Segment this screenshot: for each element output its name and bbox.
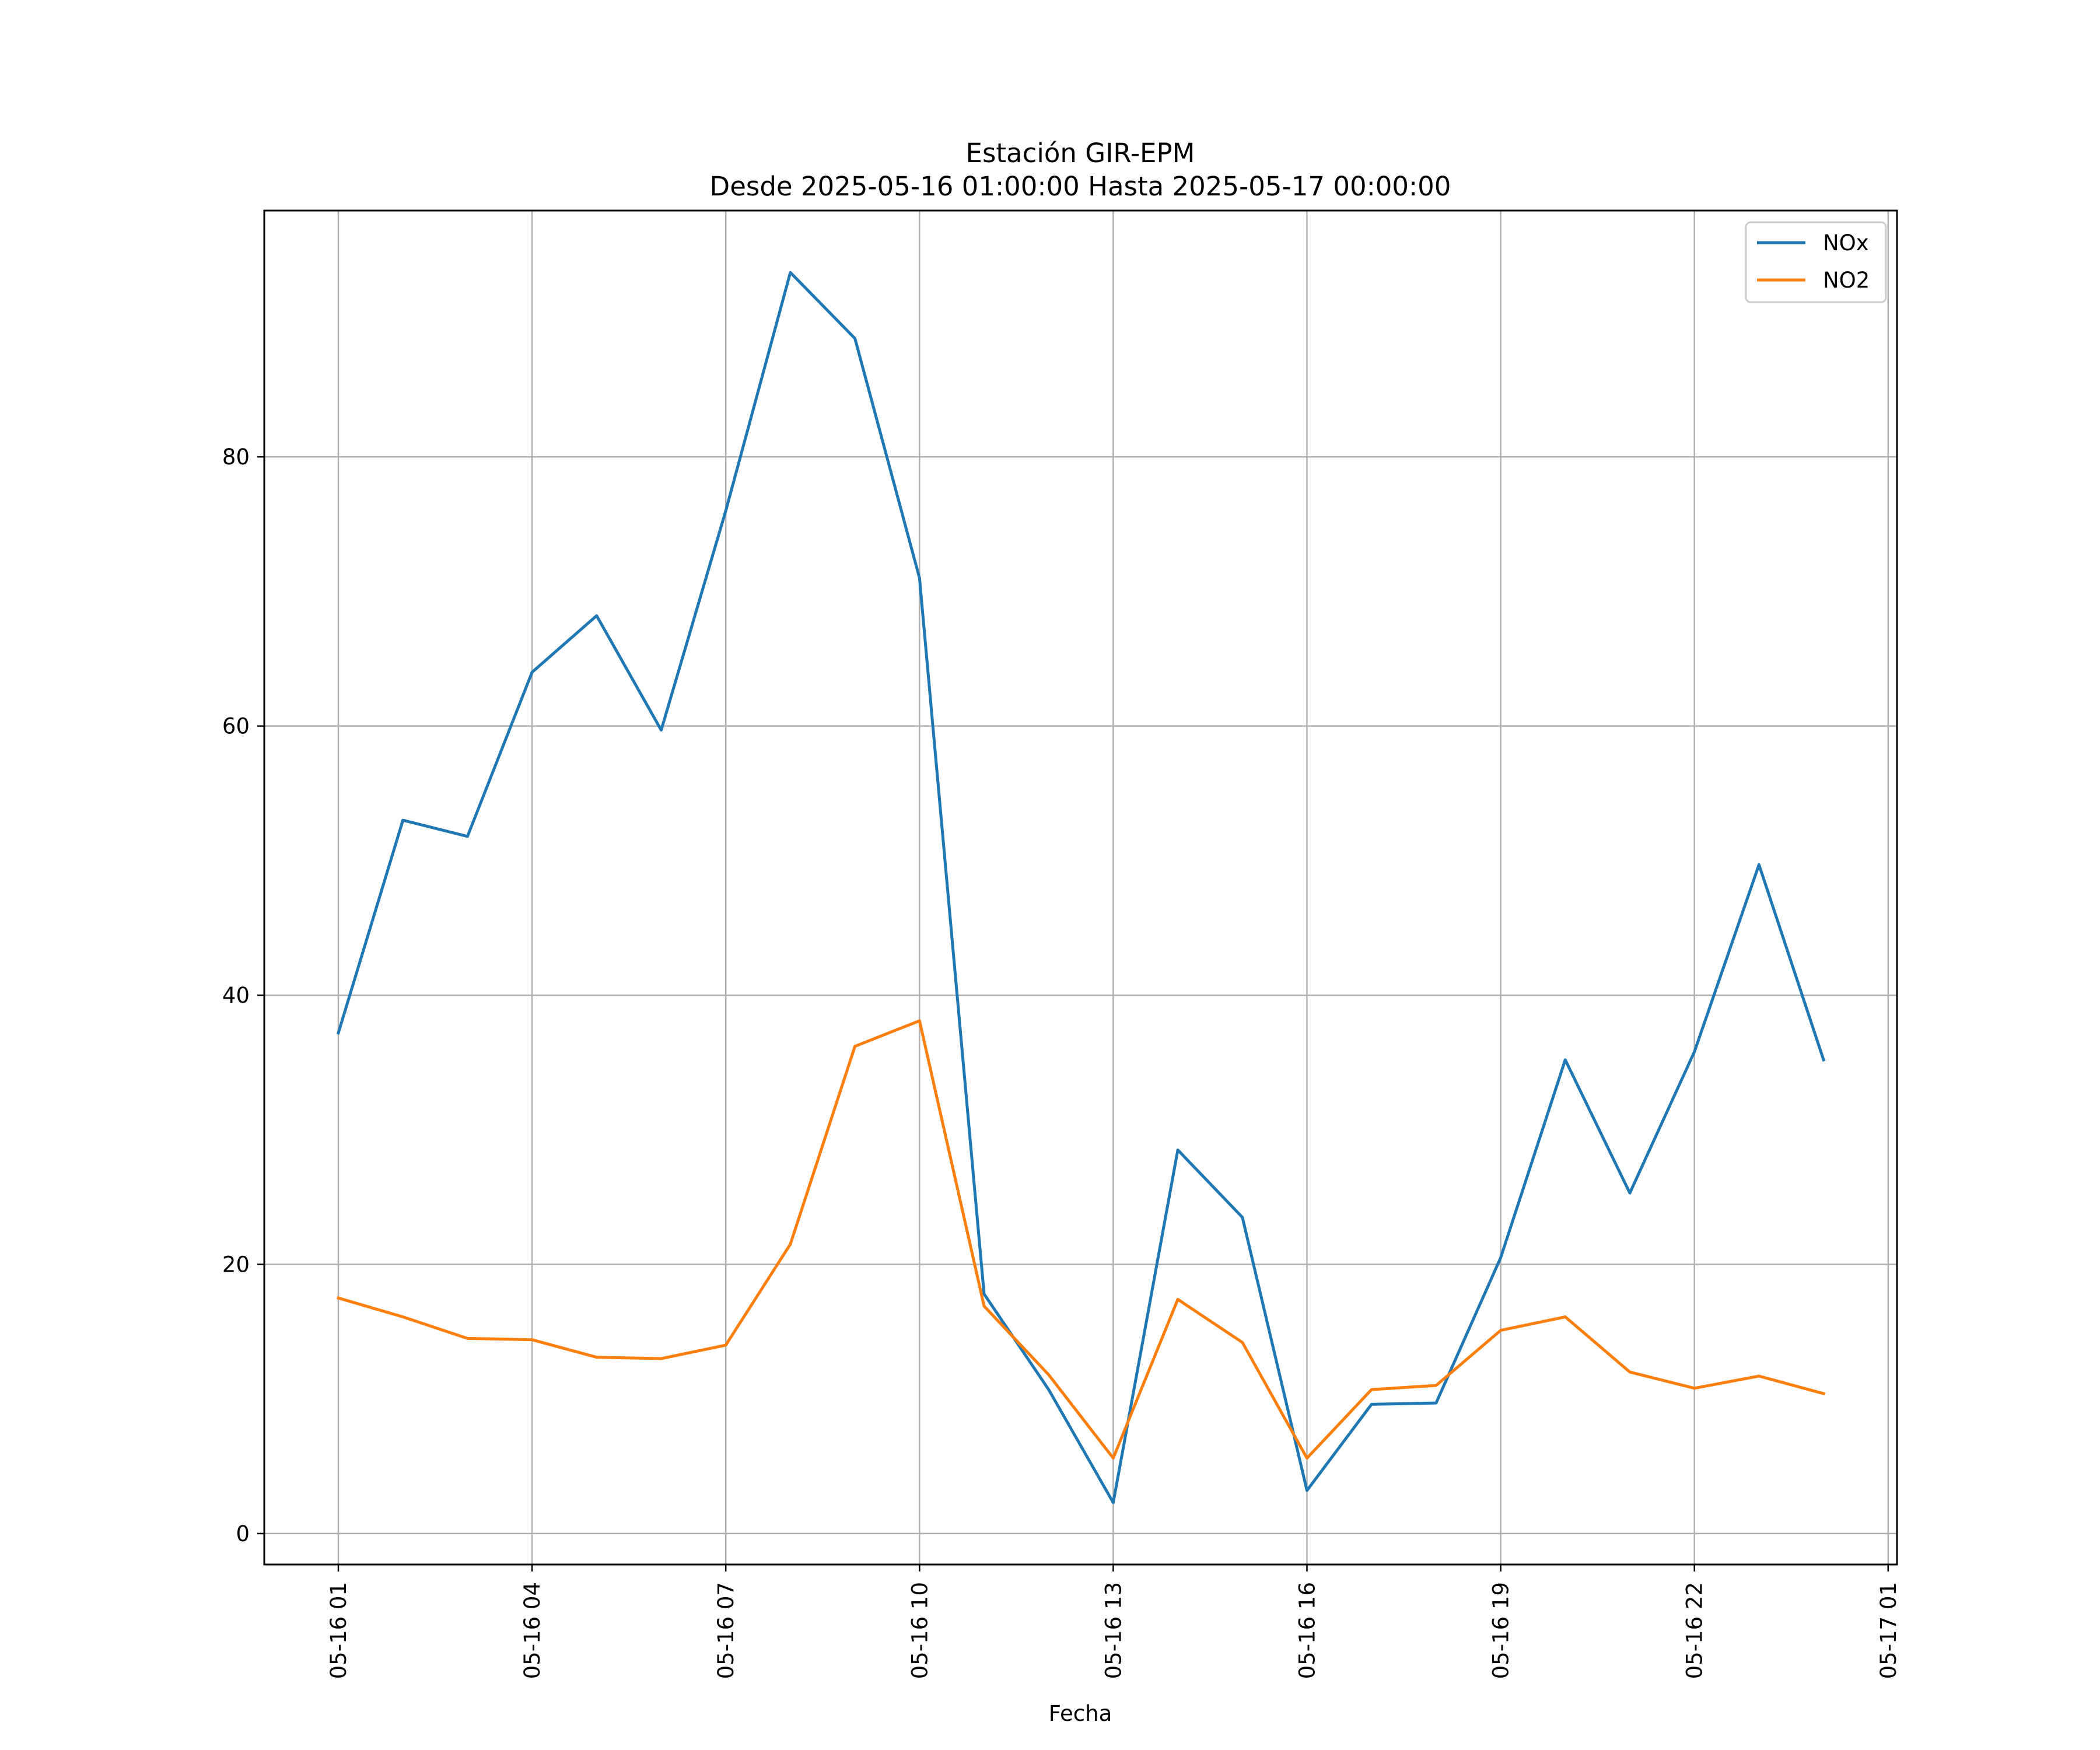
series-line-no2 [336, 1019, 1826, 1460]
x-tick-label: 05-16 04 [520, 1582, 545, 1679]
x-tick-label: 05-16 16 [1295, 1582, 1320, 1679]
x-tick-label: 05-16 19 [1489, 1582, 1514, 1679]
legend-label-nox: NOx [1823, 230, 1869, 256]
x-tick-label: 05-16 07 [713, 1582, 738, 1679]
series-line-nox [336, 271, 1826, 1504]
grid [264, 211, 1897, 1564]
x-axis: 05-16 01 05-16 04 05-16 07 05-16 10 05-16 13… [326, 1564, 1901, 1679]
chart-subtitle: Desde 2025-05-16 01:00:00 Hasta 2025-05-… [710, 171, 1451, 202]
y-tick-label: 40 [222, 983, 250, 1008]
series-group [336, 271, 1826, 1504]
y-tick-label: 80 [222, 444, 250, 470]
legend-label-no2: NO2 [1823, 268, 1870, 293]
plot-frame [263, 209, 1898, 1566]
x-tick-label: 05-16 22 [1682, 1582, 1707, 1679]
y-tick-label: 60 [222, 714, 250, 739]
y-axis: 0 20 40 60 80 [222, 444, 264, 1546]
y-tick-label: 20 [222, 1252, 250, 1278]
y-tick-label: 0 [236, 1521, 250, 1546]
x-tick-label: 05-16 01 [326, 1582, 351, 1679]
x-axis-label: Fecha [1049, 1701, 1112, 1726]
x-tick-label: 05-17 01 [1876, 1582, 1901, 1679]
chart-title: Estación GIR-EPM [966, 138, 1195, 169]
legend: NOx NO2 [1745, 221, 1887, 303]
x-tick-label: 05-16 13 [1101, 1582, 1126, 1679]
x-tick-label: 05-16 10 [907, 1582, 932, 1679]
